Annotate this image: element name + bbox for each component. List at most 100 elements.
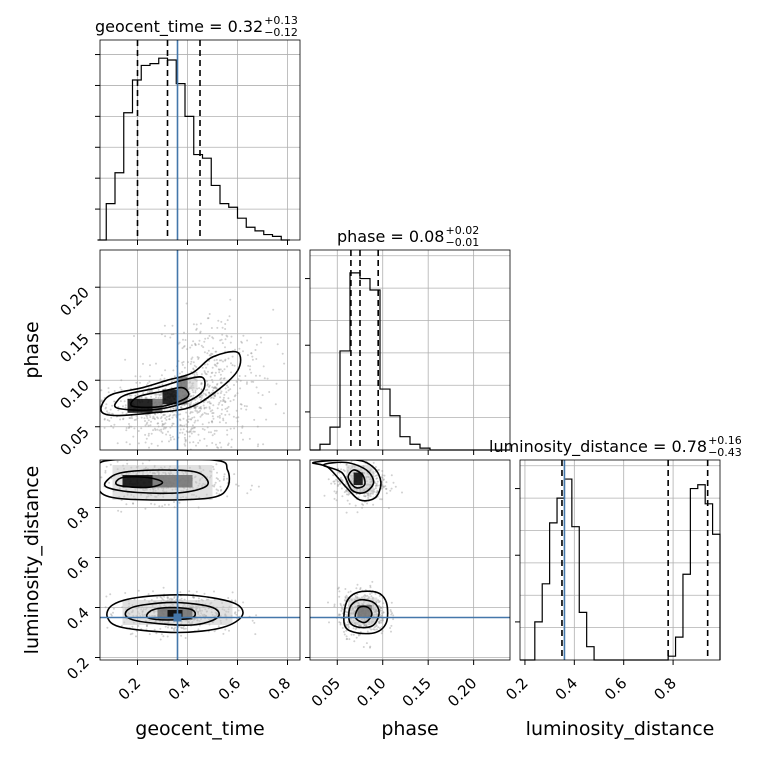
scatter-point (192, 391, 195, 394)
scatter-point (164, 422, 167, 425)
x-tick-label: 0.4 (165, 674, 195, 704)
scatter-point (145, 437, 148, 440)
scatter-point (224, 408, 227, 410)
scatter-point (379, 498, 382, 501)
scatter-point (343, 599, 346, 602)
scatter-point (382, 602, 385, 605)
scatter-point (362, 646, 365, 648)
scatter-point (180, 597, 183, 600)
scatter-point (173, 375, 176, 378)
scatter-point (214, 364, 217, 367)
scatter-point (213, 387, 215, 390)
panel-title-plus: +0.02 (445, 224, 479, 237)
x-tick-label: 0.05 (308, 674, 344, 710)
scatter-point (364, 495, 367, 498)
scatter-point (219, 489, 222, 492)
scatter-point (141, 462, 144, 465)
pair-panel-content (84, 455, 300, 660)
scatter-point (224, 400, 227, 403)
scatter-point (168, 440, 170, 443)
scatter-point (374, 625, 377, 628)
scatter-point (162, 423, 164, 426)
scatter-point (161, 598, 164, 601)
scatter-point (103, 418, 106, 421)
scatter-point (237, 378, 240, 381)
scatter-point (220, 338, 223, 341)
scatter-point (191, 596, 194, 599)
scatter-point (240, 407, 243, 410)
scatter-point (120, 624, 123, 627)
scatter-point (387, 507, 390, 509)
scatter-point (146, 455, 148, 457)
scatter-point (245, 405, 248, 408)
scatter-point (100, 400, 103, 403)
scatter-point (229, 427, 232, 430)
scatter-point (220, 377, 223, 380)
scatter-point (187, 361, 189, 364)
scatter-point (363, 495, 365, 497)
scatter-point (226, 452, 228, 454)
scatter-point (168, 454, 170, 456)
scatter-point (179, 419, 182, 422)
y-tick-label: 0.10 (56, 376, 92, 412)
scatter-point (220, 381, 223, 384)
scatter-point (196, 411, 199, 414)
scatter-point (212, 389, 214, 392)
scatter-point (373, 628, 376, 631)
contour-line (113, 376, 206, 412)
scatter-point (84, 591, 86, 593)
scatter-point (332, 474, 335, 477)
scatter-point (265, 418, 268, 421)
scatter-point (110, 425, 113, 427)
y-tick-label: 0.6 (63, 554, 93, 584)
scatter-point (213, 393, 216, 396)
scatter-point (380, 632, 383, 635)
scatter-point (216, 446, 219, 449)
scatter-point (155, 393, 158, 396)
scatter-point (210, 431, 212, 434)
scatter-point (392, 481, 395, 484)
scatter-point (215, 358, 218, 361)
scatter-point (250, 371, 253, 374)
scatter-point (224, 387, 227, 390)
scatter-point (162, 414, 165, 417)
scatter-point (226, 407, 229, 410)
scatter-point (380, 621, 383, 624)
scatter-point (208, 406, 211, 409)
scatter-point (212, 417, 215, 420)
scatter-point (106, 626, 109, 629)
scatter-point (200, 382, 203, 385)
scatter-point (401, 491, 403, 494)
scatter-point (338, 590, 341, 593)
scatter-point (207, 370, 209, 373)
scatter-point (135, 381, 138, 384)
scatter-point (235, 416, 238, 419)
scatter-point (120, 388, 123, 391)
scatter-point (107, 391, 110, 394)
scatter-point (212, 337, 215, 340)
scatter-point (200, 388, 203, 391)
scatter-point (157, 422, 160, 425)
scatter-point (206, 401, 209, 404)
scatter-point (334, 446, 336, 448)
scatter-point (133, 427, 136, 430)
scatter-point (151, 390, 153, 393)
scatter-point (173, 438, 176, 441)
contour-line (347, 469, 366, 489)
scatter-point (127, 427, 130, 429)
scatter-point (183, 433, 186, 436)
scatter-point (183, 331, 185, 334)
scatter-point (128, 443, 131, 446)
scatter-point (219, 368, 222, 371)
scatter-point (242, 350, 244, 353)
scatter-point (330, 482, 333, 485)
scatter-point (173, 596, 176, 599)
scatter-point (233, 384, 235, 386)
scatter-point (213, 432, 216, 435)
scatter-point (344, 588, 347, 590)
scatter-point (189, 395, 192, 398)
scatter-point (376, 484, 379, 487)
scatter-point (113, 457, 115, 459)
scatter-point (153, 503, 156, 506)
scatter-point (195, 371, 198, 374)
